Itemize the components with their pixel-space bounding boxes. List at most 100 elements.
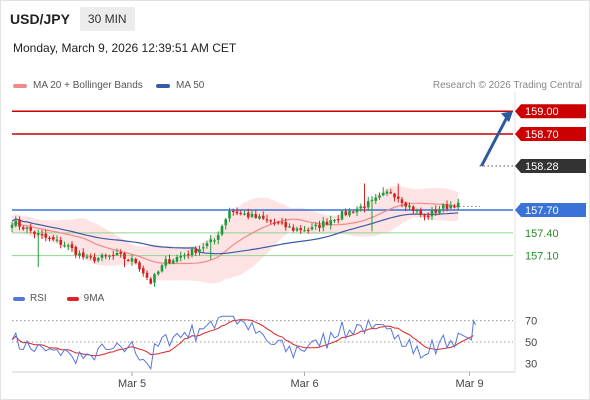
candle-body: [171, 260, 175, 264]
candle-body: [318, 224, 321, 228]
candle-body: [434, 209, 438, 213]
candle-body: [415, 210, 419, 212]
candle-body: [115, 252, 119, 256]
level-tag-1: [515, 127, 586, 142]
candle-body: [325, 221, 329, 225]
candle-body: [168, 259, 171, 264]
candle-body: [269, 220, 273, 222]
candle-body: [96, 257, 100, 261]
candle-body: [179, 256, 183, 258]
candle-body: [74, 247, 78, 255]
candle-body: [441, 204, 445, 209]
candle-body: [400, 199, 404, 204]
candle-body: [336, 219, 340, 221]
candle-body: [66, 245, 70, 247]
credit-text: Research © 2026 Trading Central: [432, 80, 582, 91]
last-price-tag: [515, 158, 586, 173]
target-arrow-line: [480, 116, 509, 167]
candle-body: [314, 224, 318, 227]
candle-body: [265, 219, 269, 221]
candle-body: [100, 254, 104, 258]
candle-body: [408, 205, 411, 208]
candle-body: [89, 256, 93, 258]
candle-body: [156, 271, 160, 275]
candle-body: [239, 212, 243, 215]
candle-body: [235, 211, 239, 214]
timestamp: Monday, March 9, 2026 12:39:51 AM CET: [13, 41, 237, 55]
ma50-line: [11, 212, 459, 255]
candle-body: [284, 222, 288, 228]
candle-body: [130, 258, 134, 262]
candle-body: [48, 237, 51, 240]
candle-body: [396, 196, 400, 199]
candle-body: [183, 255, 186, 257]
candle-body: [119, 252, 123, 255]
candle-body: [344, 211, 348, 216]
candle-body: [198, 248, 201, 253]
candle-body: [138, 262, 141, 270]
ma20-swatch: [13, 83, 27, 88]
candle-body: [145, 272, 149, 278]
legend-ma20: MA 20 + Bollinger Bands: [13, 80, 143, 91]
candle-body: [430, 210, 434, 217]
candle-body: [310, 227, 314, 230]
candle-body: [295, 228, 299, 231]
candle-body: [59, 239, 63, 245]
level-tag-2: [515, 203, 586, 218]
candle-body: [333, 220, 336, 222]
ma50-label: MA 50: [176, 80, 205, 91]
ma50-swatch: [156, 83, 170, 88]
candle-body: [370, 199, 374, 202]
candle-body: [378, 195, 381, 198]
candle-body: [141, 268, 145, 274]
candle-body: [246, 212, 250, 218]
candle-body: [348, 210, 351, 216]
candle-body: [423, 215, 426, 217]
legend-ma50: MA 50: [156, 80, 204, 91]
candle-body: [340, 211, 344, 220]
candle-body: [29, 227, 33, 231]
candle-body: [224, 219, 228, 226]
candle-body: [276, 222, 280, 224]
candle-body: [216, 235, 220, 240]
candle-body: [55, 239, 59, 241]
candle-body: [78, 253, 81, 256]
candle-body: [85, 256, 89, 258]
candle-body: [70, 244, 74, 248]
candle-body: [164, 259, 168, 266]
candle-body: [453, 205, 456, 208]
timeframe-badge[interactable]: 30 MIN: [79, 7, 135, 31]
rsi-line: [11, 315, 476, 371]
rsi-ma-line: [11, 319, 474, 357]
candle-body: [93, 256, 96, 262]
candle-body: [160, 265, 164, 272]
candle-body: [449, 205, 453, 209]
candle-body: [104, 255, 108, 257]
rsi-tick-0: 70: [525, 316, 537, 328]
level-label-2: 157.70: [525, 205, 559, 217]
candle-body: [355, 208, 359, 213]
candle-body: [201, 247, 205, 249]
rsi-tick-1: 50: [525, 337, 537, 349]
ma20-label: MA 20 + Bollinger Bands: [33, 80, 143, 91]
candle-body: [18, 219, 21, 227]
candle-body: [280, 222, 284, 224]
candle-body: [33, 231, 36, 235]
last-price-label: 158.28: [525, 161, 559, 173]
rsi-swatch: [13, 296, 25, 301]
candle-body: [228, 210, 231, 219]
candle-body: [374, 197, 378, 201]
candle-body: [153, 274, 156, 283]
candle-body: [306, 229, 310, 231]
candle-body: [359, 206, 363, 209]
candle-body: [363, 206, 366, 208]
candle-body: [231, 210, 235, 213]
candle-body: [209, 239, 213, 243]
candle-body: [126, 259, 130, 262]
candle-body: [291, 227, 295, 231]
candle-body: [44, 233, 48, 238]
candle-body: [299, 228, 303, 231]
candle-body: [261, 215, 265, 219]
candle-body: [389, 192, 393, 194]
candle-body: [123, 253, 126, 259]
